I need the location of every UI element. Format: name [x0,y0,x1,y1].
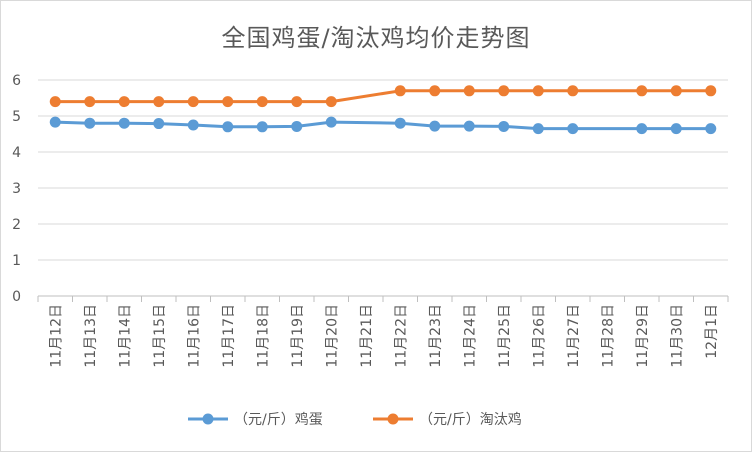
data-point-1 [325,116,337,128]
y-tick-label: 3 [12,181,21,197]
series-line-1 [55,120,711,131]
data-point-2 [49,96,61,108]
data-point-1 [222,121,234,133]
data-point-1 [532,123,544,135]
y-tick-label: 6 [12,73,21,89]
x-tick-label: 11月16日 [186,304,202,368]
legend: （元/斤）鸡蛋 （元/斤）淘汰鸡 [188,411,522,428]
x-tick-label: 11月19日 [290,304,306,368]
y-tick-label: 0 [12,289,21,305]
data-point-2 [187,96,199,108]
x-tick-label: 11月27日 [566,304,582,368]
series-layer [49,85,717,135]
data-point-2 [670,85,682,97]
x-tick-label: 11月25日 [497,304,513,368]
x-tick-label: 11月28日 [600,304,616,368]
data-point-2 [705,85,717,97]
x-tick-label: 11月26日 [531,304,547,368]
data-point-2 [118,96,130,108]
data-point-1 [498,120,510,132]
data-point-1 [394,117,406,129]
x-tick-label: 11月17日 [221,304,237,368]
data-point-2 [153,96,165,108]
data-point-1 [256,121,268,133]
data-point-2 [532,85,544,97]
legend-swatch-marker [202,413,214,425]
y-tick-label: 1 [12,253,21,269]
data-point-2 [394,85,406,97]
data-point-1 [153,118,165,130]
x-axis: 11月12日 11月13日 11月14日 11月15日 11月16日 11月17日 11月1… [37,295,729,368]
data-point-2 [291,96,303,108]
x-tick-label: 11月12日 [48,304,64,368]
y-axis: 0 1 2 3 4 5 6 [12,73,21,305]
x-tick-label: 11月23日 [428,304,444,368]
gridlines [38,79,728,261]
x-tick-label: 11月29日 [635,304,651,368]
data-point-2 [222,96,234,108]
data-point-1 [49,116,61,128]
y-tick-label: 2 [12,217,21,233]
data-point-1 [118,117,130,129]
data-point-1 [429,120,441,132]
x-tick-label: 11月15日 [152,304,168,368]
legend-label: （元/斤）淘汰鸡 [419,411,522,428]
data-point-2 [325,96,337,108]
x-tick-label: 11月14日 [117,304,133,368]
data-point-1 [187,119,199,131]
data-point-2 [567,85,579,97]
x-tick-label: 11月30日 [669,304,685,368]
data-point-2 [84,96,96,108]
x-tick-label: 11月21日 [359,304,375,368]
data-point-2 [256,96,268,108]
data-point-2 [498,85,510,97]
data-point-2 [636,85,648,97]
data-point-2 [429,85,441,97]
x-tick-label: 11月13日 [83,304,99,368]
y-tick-label: 5 [12,109,21,125]
data-point-1 [670,123,682,135]
data-point-1 [84,117,96,129]
x-tick-label: 12月1日 [704,304,720,359]
legend-label: （元/斤）鸡蛋 [234,411,323,428]
data-point-1 [705,123,717,135]
data-point-1 [567,123,579,135]
data-point-1 [291,120,303,132]
data-point-2 [463,85,475,97]
chart-title: 全国鸡蛋/淘汰鸡均价走势图 [221,24,531,52]
y-tick-label: 4 [12,145,21,161]
series-line-2 [55,89,711,104]
x-tick-label: 11月24日 [462,304,478,368]
x-tick-label: 11月18日 [255,304,271,368]
x-tick-label: 11月20日 [324,304,340,368]
legend-swatch-marker [387,413,399,425]
x-tick-label: 11月22日 [393,304,409,368]
data-point-1 [636,123,648,135]
data-point-1 [463,120,475,132]
